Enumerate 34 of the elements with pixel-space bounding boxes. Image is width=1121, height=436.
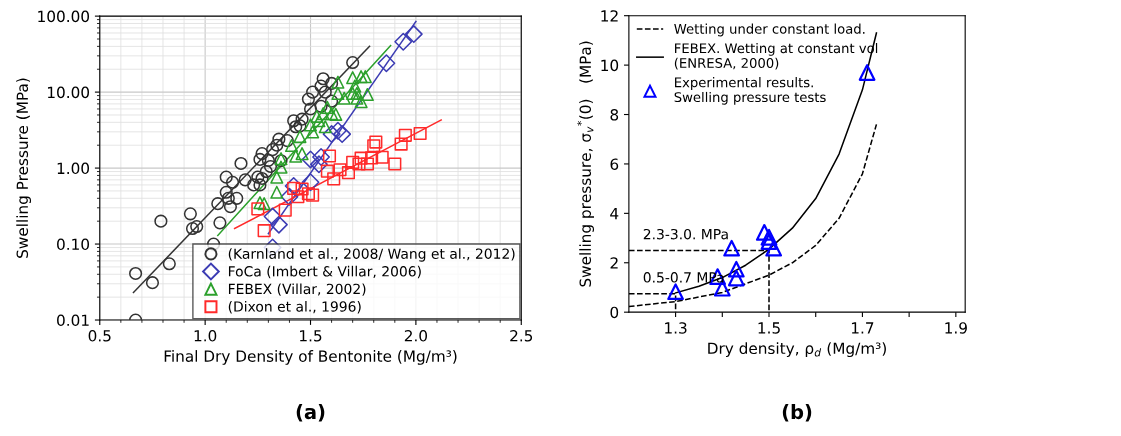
legend-label: Wetting under constant load. — [674, 23, 865, 37]
y-tick-label: 0.01 — [57, 314, 89, 327]
y-tick-label: 2 — [610, 257, 618, 269]
legend-label: Experimental results. Swelling pressure tests — [674, 77, 826, 105]
y-tick-label: 10 — [601, 59, 619, 72]
text: (b) — [782, 404, 812, 422]
x-tick-label: 2.0 — [404, 330, 428, 342]
y-tick-label: 0.10 — [57, 238, 90, 251]
x-tick-label: 2.5 — [510, 330, 533, 342]
legend-label: FoCa (Imbert & Villar, 2006) — [228, 265, 421, 279]
y-tick-label: 6 — [610, 158, 619, 170]
x-tick-label: 1.5 — [300, 330, 322, 342]
x-tick-label: 1.9 — [945, 322, 967, 334]
y-tick-label: 10.00 — [47, 86, 90, 99]
y-tick-label: 12 — [601, 10, 618, 22]
x-axis-title: Final Dry Density of Bentonite (Mg/m³) — [164, 350, 457, 365]
text: (a) — [296, 404, 325, 422]
y-tick-label: 100.00 — [38, 10, 90, 23]
legend-label: FEBEX (Villar, 2002) — [228, 283, 366, 296]
y-tick-label: 4 — [610, 208, 619, 220]
legend-label: (Karnland et al., 2008/ Wang et al., 2012) — [228, 248, 515, 262]
y-tick-label: 0 — [610, 306, 619, 319]
legend-label: (Dixon et al., 1996) — [228, 301, 361, 314]
y-tick-label: 8 — [610, 108, 619, 121]
annotation: 2.3-3.0. MPa — [643, 228, 728, 240]
y-axis-title: Swelling Pressure (MPa) — [16, 78, 32, 258]
x-tick-label: 1.7 — [851, 322, 874, 334]
x-tick-label: 1.3 — [665, 322, 687, 334]
y-axis-title: Swelling pressure, σ$_{v}$$^{*}$(0) (MPa) — [577, 41, 595, 287]
x-tick-label: 1.5 — [758, 322, 780, 334]
x-tick-label: 1.0 — [194, 330, 217, 342]
y-tick-label: 1.00 — [57, 162, 90, 175]
x-axis-title: Dry density, ρ$_{d}$ (Mg/m³) — [708, 342, 886, 358]
x-tick-label: 0.5 — [88, 330, 111, 342]
